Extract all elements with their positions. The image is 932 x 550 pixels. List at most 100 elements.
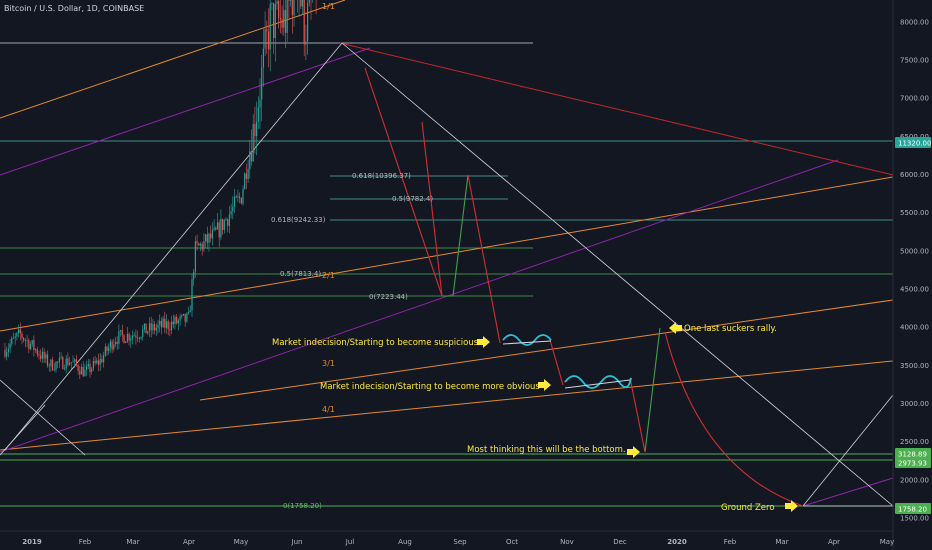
candle-body bbox=[109, 341, 111, 348]
fan-label: 2/1 bbox=[322, 271, 335, 280]
candle-body bbox=[182, 313, 185, 316]
candle-body bbox=[77, 365, 79, 371]
x-tick-label: May bbox=[234, 538, 248, 546]
x-tick-label: Aug bbox=[398, 538, 412, 546]
candle-body bbox=[104, 346, 106, 356]
candle-body bbox=[40, 355, 42, 359]
fib-label: 0.618(10396.37) bbox=[352, 172, 411, 180]
proj-leg-2-up bbox=[442, 174, 469, 297]
candle-body bbox=[106, 346, 108, 352]
candle-body bbox=[198, 243, 200, 246]
candle-body bbox=[213, 227, 215, 230]
candle-body bbox=[245, 173, 247, 180]
candle-body bbox=[191, 279, 193, 311]
candle-body bbox=[28, 340, 30, 350]
candle-body bbox=[225, 219, 227, 221]
candle-body bbox=[89, 363, 91, 372]
candle-body bbox=[24, 340, 26, 342]
white-rise-line bbox=[4, 42, 343, 451]
candle-body bbox=[103, 355, 105, 363]
candle-body bbox=[72, 361, 74, 363]
x-tick-label: Apr bbox=[828, 538, 840, 546]
x-tick-label: Feb bbox=[724, 538, 737, 546]
candle-body bbox=[12, 337, 15, 339]
candle-body bbox=[307, 2, 309, 42]
candle-body bbox=[67, 358, 69, 365]
candle-body bbox=[52, 359, 54, 370]
candle-body bbox=[137, 337, 139, 339]
candle-body bbox=[216, 222, 219, 230]
candle-body bbox=[16, 332, 18, 337]
price-label: 3128.89 bbox=[898, 451, 927, 459]
chart-title: Bitcoin / U.S. Dollar, 1D, COINBASE bbox=[4, 4, 144, 13]
white-final-rise bbox=[802, 394, 894, 507]
candle-body bbox=[188, 312, 190, 314]
annotation-ground-zero: Ground Zero bbox=[721, 503, 775, 513]
candle-body bbox=[271, 3, 273, 5]
candle-body bbox=[148, 323, 151, 332]
white-fall-line bbox=[341, 42, 894, 507]
candle-body bbox=[233, 196, 236, 207]
candle-body bbox=[171, 321, 173, 331]
x-tick-label: Oct bbox=[506, 538, 518, 546]
candle-body bbox=[65, 358, 67, 369]
fan-4-1 bbox=[0, 360, 894, 451]
price-label-bg bbox=[895, 457, 931, 468]
red-descending-line bbox=[339, 42, 894, 176]
candle-body bbox=[235, 196, 237, 198]
candle-body bbox=[82, 366, 84, 377]
candle-body bbox=[18, 329, 20, 333]
candle-body bbox=[46, 354, 49, 366]
wave-2-base bbox=[564, 379, 631, 389]
candle-body bbox=[4, 349, 6, 357]
annotation-obvious: Market indecision/Starting to become mor… bbox=[320, 382, 540, 392]
candle-body bbox=[169, 328, 171, 331]
candle-body bbox=[94, 360, 96, 364]
price-label: 1758.20 bbox=[898, 506, 927, 514]
candle-body bbox=[63, 368, 66, 370]
candle-body bbox=[208, 233, 210, 243]
x-tick-label: Mar bbox=[775, 538, 788, 546]
purple-channel-line bbox=[0, 159, 839, 453]
candle-body bbox=[237, 196, 239, 198]
candle-body bbox=[36, 349, 38, 355]
candle-body bbox=[92, 360, 94, 369]
candle-body bbox=[257, 107, 259, 122]
candle-body bbox=[181, 315, 183, 317]
candle-body bbox=[126, 333, 128, 342]
candle-body bbox=[84, 369, 86, 377]
candle-body bbox=[203, 241, 205, 250]
candle-body bbox=[283, 10, 285, 28]
candle-body bbox=[96, 360, 98, 364]
arrow-suckers-rally bbox=[669, 322, 682, 334]
candle-body bbox=[286, 0, 288, 33]
candle-body bbox=[250, 151, 253, 162]
y-tick-label: 4000.00 bbox=[900, 324, 929, 332]
candle-body bbox=[150, 323, 152, 331]
candle-body bbox=[210, 233, 212, 239]
annotation-bottom: Most thinking this will be the bottom. bbox=[467, 445, 626, 455]
fib-label: 0(7223.44) bbox=[369, 293, 408, 301]
arrow-ground-zero bbox=[785, 500, 798, 512]
candle-body bbox=[269, 3, 271, 50]
candle-body bbox=[80, 366, 83, 375]
candle-body bbox=[262, 48, 264, 68]
candle-body bbox=[218, 222, 220, 238]
annotation-suspicious: Market indecision/Starting to become sus… bbox=[272, 338, 479, 348]
fan-label: 3/1 bbox=[322, 359, 335, 368]
candle-body bbox=[301, 0, 304, 7]
price-label: 11320.00 bbox=[898, 140, 931, 148]
candle-body bbox=[261, 67, 263, 100]
candle-body bbox=[157, 324, 159, 328]
fib-label: 0.618(9242.33) bbox=[271, 216, 326, 224]
candle-body bbox=[101, 358, 103, 363]
candle-body bbox=[58, 357, 60, 363]
arrow-bottom bbox=[627, 446, 640, 458]
price-label-bg bbox=[895, 503, 931, 514]
candle-body bbox=[222, 218, 224, 231]
candle-body bbox=[264, 29, 266, 49]
candle-body bbox=[223, 220, 225, 231]
candle-body bbox=[189, 310, 191, 313]
fib-label: 0.5(9782.4) bbox=[392, 195, 433, 203]
